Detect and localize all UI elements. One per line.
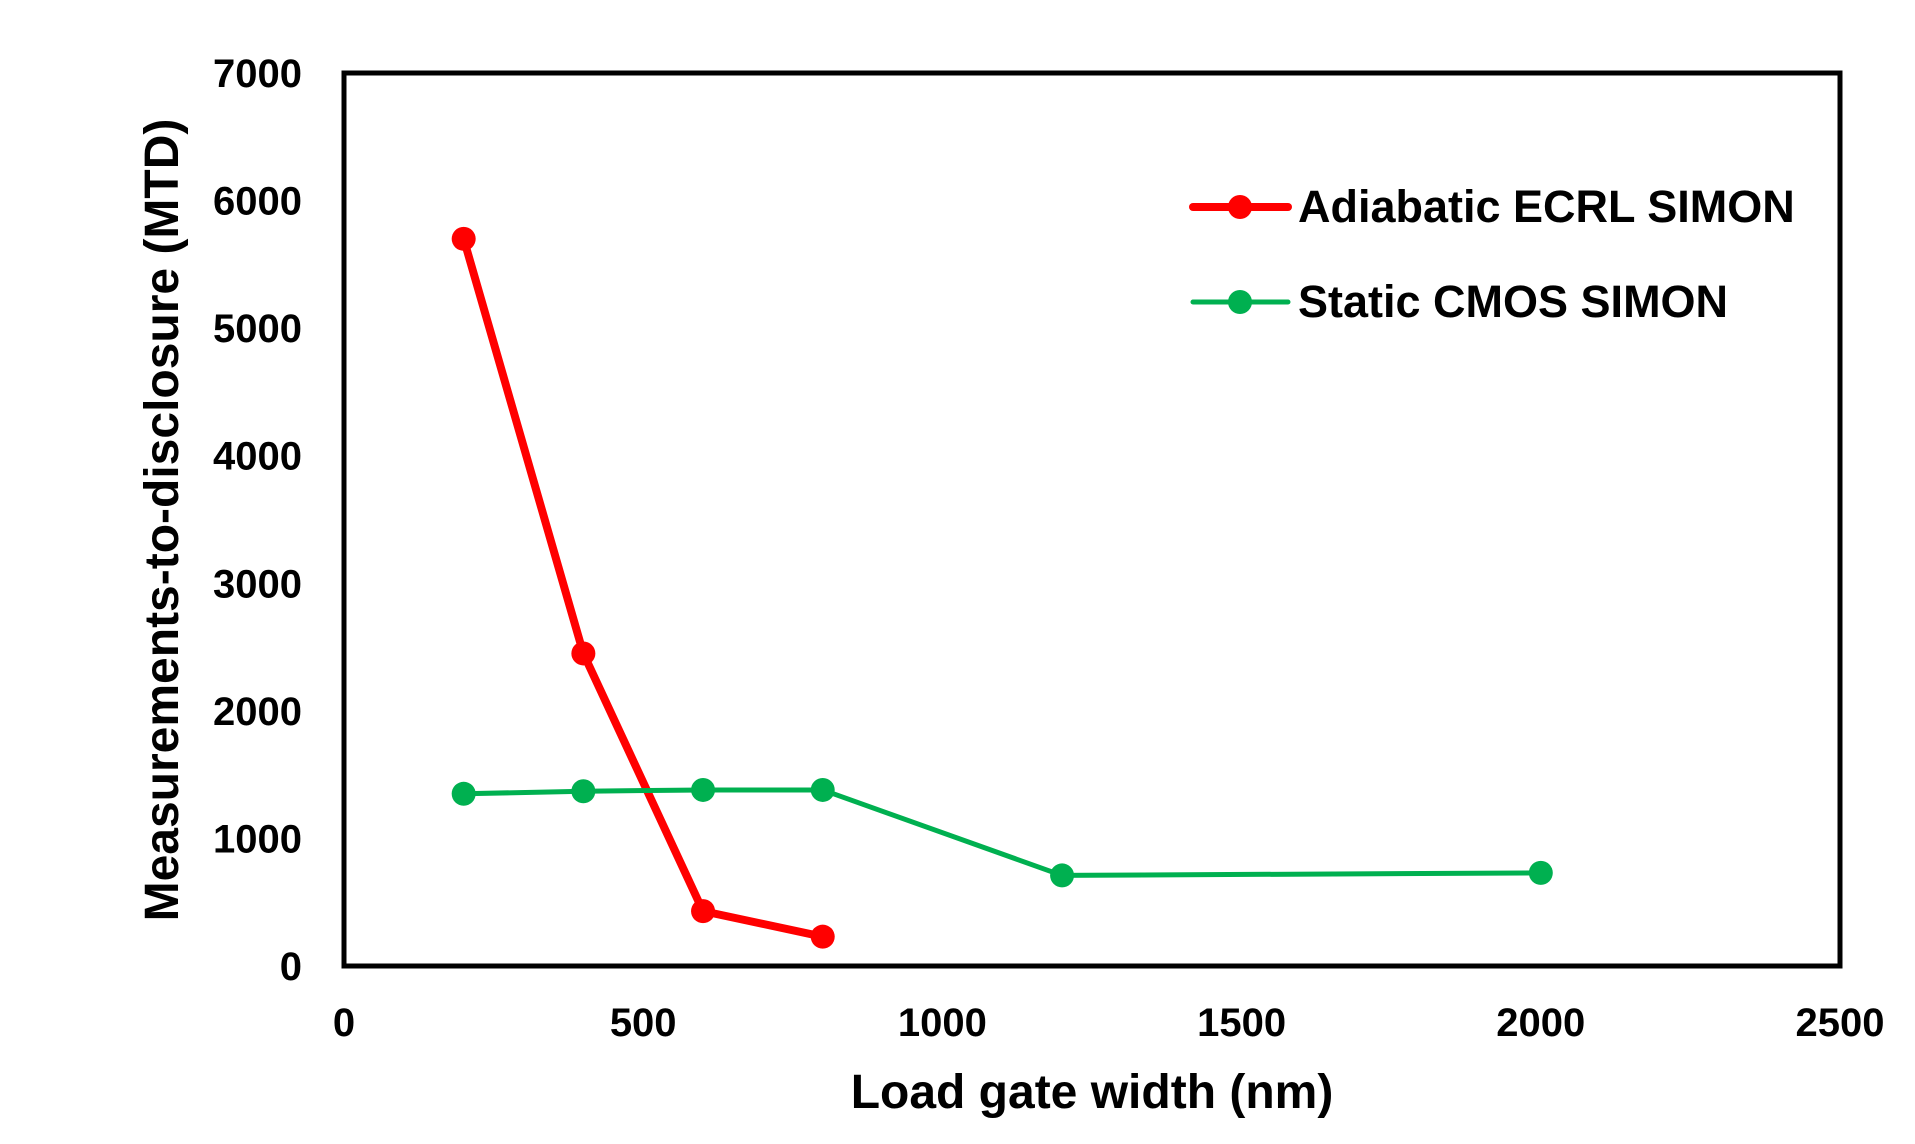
x-axis-title: Load gate width (nm): [851, 1066, 1334, 1119]
y-tick-label: 6000: [213, 180, 302, 224]
data-point: [691, 899, 716, 924]
data-point: [691, 777, 716, 802]
legend-label: Static CMOS SIMON: [1298, 276, 1728, 327]
x-tick-label: 500: [610, 1001, 677, 1045]
legend-marker-swatch: [1228, 195, 1252, 219]
legend: Adiabatic ECRL SIMON Static CMOS SIMON: [1189, 181, 1795, 327]
data-point: [1050, 863, 1075, 888]
data-point: [571, 779, 596, 804]
data-point: [451, 226, 476, 251]
x-tick-label: 2000: [1496, 1001, 1585, 1045]
x-tick-label: 1000: [898, 1001, 987, 1045]
series-line: [459, 234, 827, 941]
legend-label: Adiabatic ECRL SIMON: [1298, 181, 1795, 232]
x-tick-label: 0: [333, 1001, 355, 1045]
data-point: [571, 641, 596, 666]
y-tick-label: 5000: [213, 307, 302, 351]
y-tick-label: 4000: [213, 435, 302, 479]
legend-item: Static CMOS SIMON: [1190, 276, 1728, 327]
data-point: [810, 924, 835, 949]
x-tick-label: 2500: [1796, 1001, 1885, 1045]
y-axis-tick-labels: 0 1000 2000 3000 4000 5000 6000 7000: [213, 52, 302, 989]
y-tick-label: 0: [280, 945, 302, 989]
series-1: [451, 777, 1553, 888]
plot-area-border: [341, 70, 1843, 969]
x-axis-tick-labels: 0 500 1000 1500 2000 2500: [333, 1001, 1885, 1045]
x-tick-label: 1500: [1197, 1001, 1286, 1045]
legend-marker-swatch: [1228, 290, 1252, 314]
data-point: [1528, 860, 1553, 885]
y-tick-label: 1000: [213, 817, 302, 861]
data-point: [810, 777, 835, 802]
y-tick-label: 7000: [213, 52, 302, 96]
y-axis-title: Measurements-to-disclosure (MTD): [136, 119, 189, 922]
data-point: [451, 781, 476, 806]
legend-item: Adiabatic ECRL SIMON: [1189, 181, 1795, 232]
series-line: [461, 787, 1544, 878]
series-layer: [451, 226, 1553, 949]
series-0: [451, 226, 835, 949]
y-tick-label: 3000: [213, 562, 302, 606]
y-tick-label: 2000: [213, 690, 302, 734]
